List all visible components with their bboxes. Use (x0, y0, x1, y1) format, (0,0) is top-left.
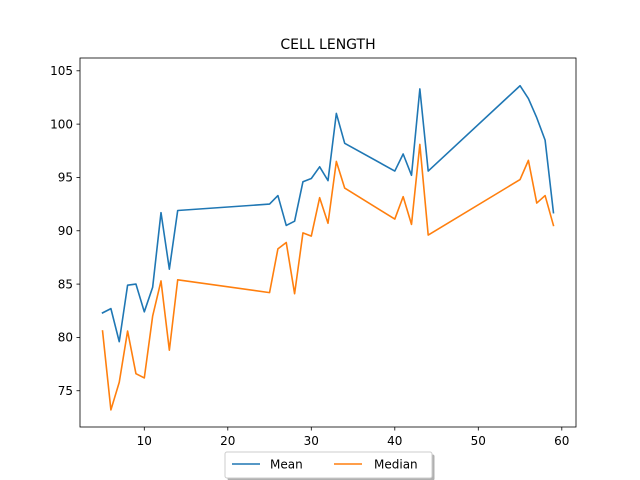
data-point-mean (411, 175, 413, 177)
data-point-median (402, 196, 404, 198)
data-point-mean (419, 88, 421, 90)
data-point-mean (118, 341, 120, 343)
data-point-median (302, 232, 304, 234)
x-tick-label: 40 (387, 434, 402, 448)
x-tick-label: 20 (220, 434, 235, 448)
data-point-median (311, 235, 313, 237)
data-point-median (344, 187, 346, 189)
legend: Mean Median (224, 451, 435, 480)
x-tick-label: 10 (137, 434, 152, 448)
y-tick-label: 95 (58, 171, 73, 185)
y-tick-label: 100 (50, 117, 73, 131)
data-point-median (544, 195, 546, 197)
data-point-median (553, 225, 555, 227)
data-point-mean (311, 178, 313, 180)
data-point-median (152, 315, 154, 317)
data-point-median (294, 293, 296, 295)
data-point-mean (160, 212, 162, 214)
data-point-mean (277, 195, 279, 197)
data-point-median (419, 144, 421, 146)
data-point-median (427, 234, 429, 236)
axes: 10 20 30 40 50 60 75 80 85 90 95 100 105 (50, 57, 577, 448)
data-point-mean (536, 117, 538, 119)
data-point-mean (394, 170, 396, 172)
data-point-median (110, 409, 112, 411)
plot-area (101, 84, 555, 411)
data-point-median (285, 242, 287, 244)
y-tick-label: 85 (58, 277, 73, 291)
data-point-median (327, 223, 329, 225)
data-point-median (519, 179, 521, 181)
y-tick-label: 105 (50, 64, 73, 78)
data-point-median (144, 377, 146, 379)
y-tick-label: 80 (58, 331, 73, 345)
data-point-mean (528, 98, 530, 100)
data-point-mean (319, 166, 321, 168)
data-point-mean (302, 181, 304, 183)
data-point-median (528, 160, 530, 162)
data-point-mean (135, 283, 137, 285)
series-line-median (101, 143, 555, 411)
data-point-mean (544, 139, 546, 141)
data-point-median (411, 224, 413, 226)
x-tick-label: 50 (471, 434, 486, 448)
legend-label-median: Median (374, 458, 418, 472)
data-point-mean (344, 143, 346, 145)
axes-frame (79, 57, 577, 428)
data-point-mean (144, 311, 146, 313)
data-point-mean (402, 153, 404, 155)
data-point-mean (110, 308, 112, 310)
data-point-mean (336, 113, 338, 115)
data-point-mean (269, 203, 271, 205)
data-point-mean (553, 212, 555, 214)
data-point-median (536, 202, 538, 204)
data-point-mean (177, 210, 179, 212)
y-tick-label: 75 (58, 384, 73, 398)
data-point-mean (519, 85, 521, 87)
data-point-mean (127, 284, 129, 286)
y-tick-label: 90 (58, 224, 73, 238)
data-point-mean (102, 312, 104, 314)
data-point-mean (427, 170, 429, 172)
data-point-median (177, 279, 179, 281)
data-point-median (269, 292, 271, 294)
data-point-median (319, 197, 321, 199)
data-point-median (169, 349, 171, 351)
data-point-median (394, 218, 396, 220)
data-point-mean (169, 268, 171, 270)
data-point-median (102, 330, 104, 332)
data-point-mean (152, 286, 154, 288)
data-point-mean (327, 180, 329, 182)
data-point-mean (294, 220, 296, 222)
data-point-median (118, 381, 120, 383)
data-point-median (336, 161, 338, 163)
legend-box (224, 451, 433, 479)
x-tick-label: 60 (554, 434, 569, 448)
data-point-median (160, 280, 162, 282)
legend-label-mean: Mean (270, 458, 303, 472)
chart-title: CELL LENGTH (280, 37, 375, 53)
x-tick-label: 30 (304, 434, 319, 448)
data-point-median (277, 248, 279, 250)
data-point-median (127, 330, 129, 332)
data-point-median (135, 373, 137, 375)
series-line-mean (101, 84, 555, 343)
data-point-mean (285, 225, 287, 227)
